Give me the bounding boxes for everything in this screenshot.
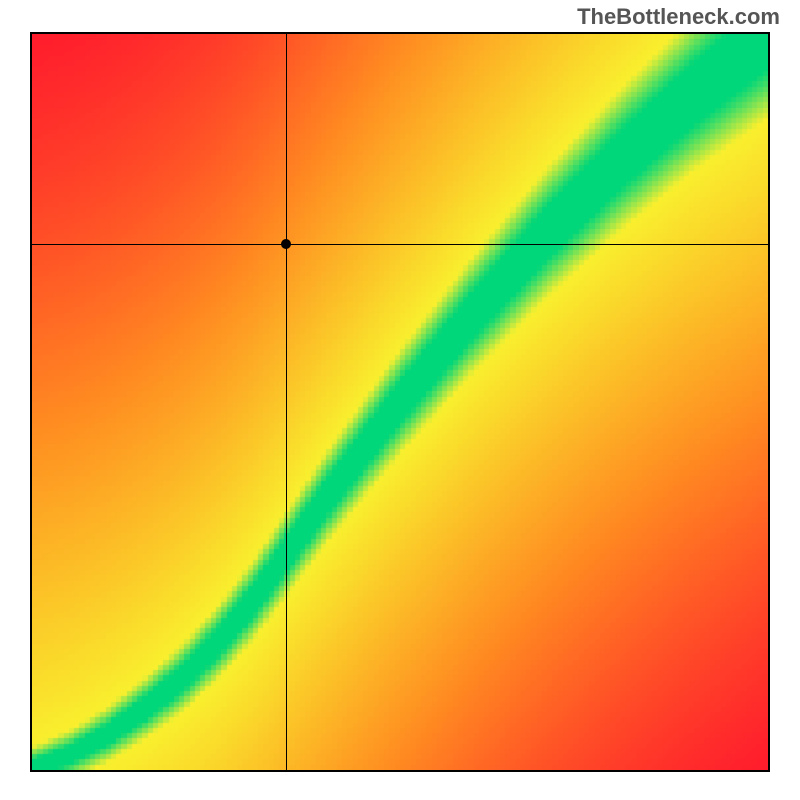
watermark-text: TheBottleneck.com: [577, 4, 780, 30]
plot-area: [30, 32, 770, 772]
crosshair-horizontal: [32, 244, 768, 245]
crosshair-vertical: [286, 34, 287, 770]
heatmap-canvas: [32, 34, 768, 770]
marker-dot: [281, 239, 291, 249]
chart-container: TheBottleneck.com: [0, 0, 800, 800]
